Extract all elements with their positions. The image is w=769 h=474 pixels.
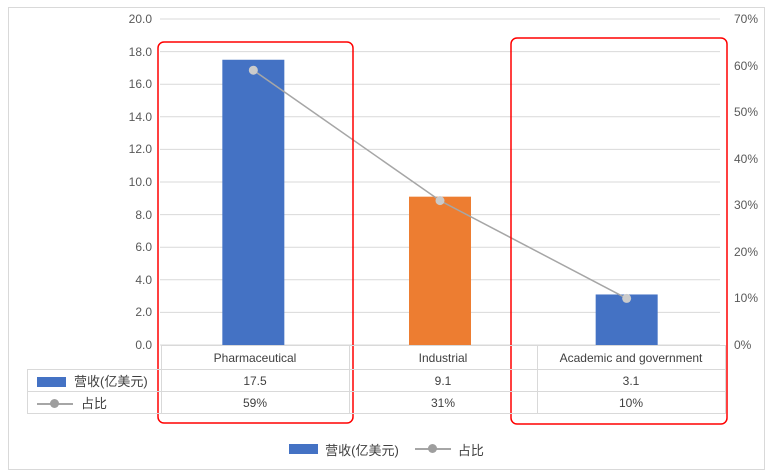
table-row-label: 营收(亿美元) bbox=[74, 374, 148, 389]
line-marker-swatch-icon bbox=[37, 399, 73, 409]
highlight-box-academic-and-government[interactable] bbox=[510, 37, 728, 425]
highlight-box-pharmaceutical[interactable] bbox=[157, 41, 354, 424]
left-axis-tick-label: 8.0 bbox=[135, 207, 152, 222]
table-row-key: 占比 bbox=[27, 391, 162, 414]
table-col-header: Pharmaceutical bbox=[160, 345, 350, 370]
left-axis-tick-label: 6.0 bbox=[135, 240, 152, 255]
share-marker-pharmaceutical[interactable] bbox=[248, 65, 258, 75]
right-axis-tick-label: 40% bbox=[734, 151, 759, 166]
data-table: Pharmaceutical Industrial Academic and gov… bbox=[27, 345, 726, 414]
right-axis-tick-label: 20% bbox=[734, 244, 759, 259]
line-marker-swatch-icon bbox=[414, 444, 451, 454]
bar-series-swatch-icon bbox=[289, 444, 319, 454]
table-col-header: Academic and government bbox=[536, 345, 726, 370]
left-axis-tick-label: 0.0 bbox=[135, 338, 152, 352]
bar-pharmaceutical[interactable] bbox=[222, 59, 285, 345]
left-axis-tick-label: 12.0 bbox=[128, 142, 152, 157]
share-marker-industrial[interactable] bbox=[435, 196, 445, 206]
right-axis-tick-label: 50% bbox=[734, 105, 759, 120]
right-axis-tick-label: 30% bbox=[734, 198, 759, 213]
table-cell: 9.1 bbox=[348, 369, 538, 392]
right-axis-tick-label: 60% bbox=[734, 58, 759, 73]
chart-legend: 营收(亿美元) 占比 bbox=[8, 440, 765, 458]
left-axis-tick-label: 4.0 bbox=[135, 272, 152, 287]
table-col-header: Industrial bbox=[348, 345, 538, 370]
table-corner-blank bbox=[28, 346, 162, 370]
table-row-key: 营收(亿美元) bbox=[27, 369, 162, 392]
left-axis-tick-label: 18.0 bbox=[128, 44, 152, 59]
right-axis-tick-label: 0% bbox=[734, 338, 752, 352]
right-axis-tick-label: 70% bbox=[734, 12, 759, 26]
legend-label-share: 占比 bbox=[457, 442, 484, 458]
share-marker-academic-and-government[interactable] bbox=[622, 293, 632, 303]
bar-industrial[interactable] bbox=[409, 196, 471, 345]
left-axis-tick-label: 20.0 bbox=[128, 12, 152, 26]
left-axis-tick-label: 10.0 bbox=[128, 175, 152, 189]
table-cell: 59% bbox=[160, 391, 350, 414]
legend-label-revenue: 营收(亿美元) bbox=[325, 442, 399, 458]
left-axis-tick-label: 14.0 bbox=[128, 109, 152, 124]
left-axis-tick-label: 16.0 bbox=[128, 77, 152, 92]
table-row-label: 占比 bbox=[81, 396, 108, 411]
left-axis-tick-label: 2.0 bbox=[135, 305, 152, 320]
legend-item-revenue[interactable]: 营收(亿美元) bbox=[289, 440, 399, 459]
right-axis-tick-label: 10% bbox=[734, 291, 759, 306]
table-cell: 10% bbox=[536, 391, 726, 414]
bar-series-swatch-icon bbox=[37, 377, 66, 387]
legend-item-share[interactable]: 占比 bbox=[414, 440, 484, 459]
table-cell: 17.5 bbox=[160, 369, 350, 392]
table-cell: 31% bbox=[348, 391, 538, 414]
table-cell: 3.1 bbox=[536, 369, 726, 392]
